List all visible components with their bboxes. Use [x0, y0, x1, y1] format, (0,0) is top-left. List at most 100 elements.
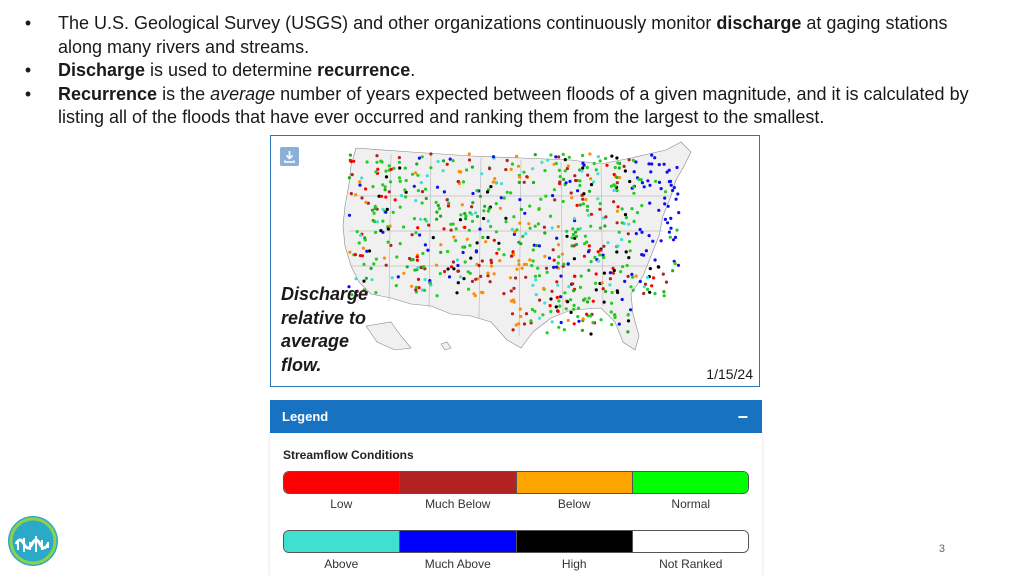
gage-dot: [669, 216, 673, 220]
legend-header[interactable]: Legend −: [270, 400, 762, 433]
gage-dot: [364, 187, 368, 191]
gage-dot: [420, 190, 425, 194]
gage-dot: [513, 230, 517, 234]
gage-dot: [651, 239, 655, 243]
gage-dot: [443, 269, 447, 274]
gage-dot: [458, 275, 463, 279]
gage-dot: [465, 237, 469, 241]
gage-dot: [492, 272, 496, 276]
gage-dot: [489, 258, 493, 262]
gage-dot: [423, 217, 427, 221]
gage-dot: [669, 183, 673, 187]
streamflow-map[interactable]: Discharge relative to average flow. 1/15/24: [270, 135, 760, 387]
gage-dot: [536, 266, 540, 270]
gage-dot: [554, 155, 558, 159]
gage-dot: [583, 297, 587, 301]
gage-dot: [370, 278, 374, 282]
gage-dot: [589, 212, 594, 216]
bullet-text: Discharge: [58, 60, 146, 80]
gage-dot: [556, 309, 560, 313]
gage-dot: [435, 210, 439, 214]
gage-dot: [486, 209, 490, 213]
gage-dot: [489, 261, 494, 265]
gage-dot: [589, 314, 593, 318]
gage-dot: [564, 181, 568, 185]
gage-dot: [663, 217, 667, 221]
gage-dot: [353, 253, 357, 257]
gage-dot: [486, 271, 490, 275]
gage-dot: [486, 219, 490, 223]
gage-dot: [625, 263, 629, 268]
gage-dot: [441, 159, 446, 163]
gage-dot: [578, 183, 582, 188]
gage-dot: [569, 310, 573, 314]
gage-dot: [548, 214, 553, 218]
gage-dot: [467, 287, 471, 291]
gage-dot: [531, 283, 535, 287]
gage-dot: [467, 152, 471, 156]
gage-dot: [650, 162, 654, 166]
swatch-row-1: [283, 471, 749, 494]
gage-dot: [451, 222, 455, 226]
gage-dot: [615, 250, 619, 254]
gage-dot: [515, 154, 519, 158]
gage-dot: [675, 228, 679, 232]
gage-dot: [569, 298, 573, 302]
gage-dot: [389, 167, 393, 171]
gage-dot: [410, 284, 414, 288]
gage-dot: [379, 194, 384, 198]
gage-dot: [559, 295, 563, 299]
gage-dot: [381, 219, 385, 223]
gage-dot: [512, 215, 516, 219]
gage-dot: [626, 330, 630, 334]
gage-dot: [586, 250, 591, 254]
gage-dot: [648, 267, 652, 271]
gage-dot: [596, 155, 600, 159]
gage-dot: [616, 290, 620, 295]
gage-dot: [425, 174, 429, 178]
gage-dot: [602, 244, 606, 248]
gage-dot: [533, 224, 537, 228]
gage-dot: [394, 284, 398, 288]
gage-dot: [616, 244, 620, 248]
gage-dot: [384, 169, 388, 173]
gage-dot: [591, 299, 595, 303]
collapse-icon[interactable]: −: [737, 406, 748, 427]
gage-dot: [594, 272, 598, 276]
gage-dot: [604, 215, 608, 219]
gage-dot: [577, 319, 581, 323]
bullet-marker: •: [24, 60, 32, 80]
gage-dot: [447, 275, 452, 279]
gage-dot: [452, 235, 456, 239]
gage-dot: [667, 230, 671, 234]
gage-dot: [612, 268, 616, 273]
gage-dot: [596, 172, 600, 176]
gage-dot: [530, 307, 534, 312]
gage-dot: [370, 208, 374, 212]
gage-dot: [662, 290, 666, 294]
gage-dot: [628, 240, 632, 244]
gage-dot: [489, 224, 493, 229]
gage-dot: [389, 243, 393, 247]
gage-dot: [587, 244, 591, 248]
gage-dot: [348, 250, 352, 254]
gage-dot: [429, 152, 433, 156]
gage-dot: [461, 245, 465, 249]
gage-dot: [374, 170, 378, 174]
gage-dot: [543, 254, 547, 258]
gage-dot: [617, 166, 621, 170]
gage-dot: [384, 195, 388, 199]
gage-dot: [557, 325, 561, 329]
us-map: [342, 141, 692, 351]
gage-dot: [583, 234, 587, 238]
gage-dot: [594, 168, 598, 172]
gage-dot: [536, 222, 540, 226]
gage-dot: [574, 230, 578, 234]
gage-dot: [355, 293, 359, 297]
gage-dot: [390, 276, 394, 280]
download-icon[interactable]: [280, 147, 299, 166]
gage-dot: [632, 170, 636, 174]
gage-dot: [449, 222, 453, 226]
gage-dot: [561, 199, 565, 204]
gage-dot: [508, 276, 513, 280]
